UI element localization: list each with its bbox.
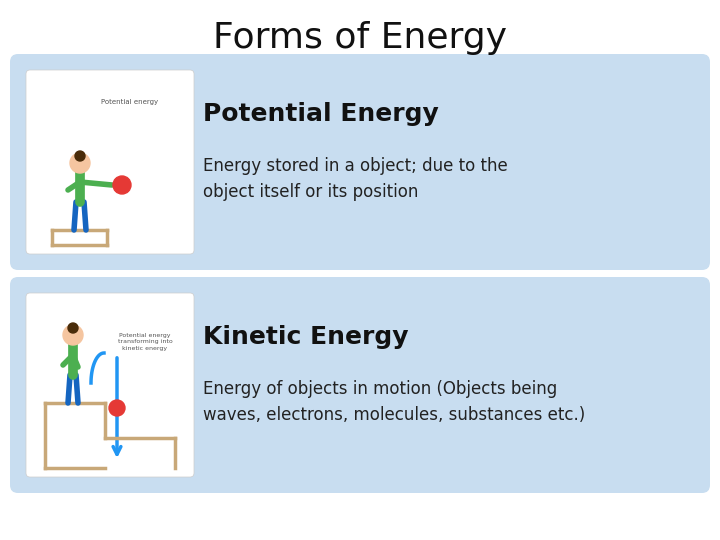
Circle shape [75,151,85,161]
FancyBboxPatch shape [10,54,710,270]
Text: Potential energy
transforming into
kinetic energy: Potential energy transforming into kinet… [117,333,172,351]
Text: Kinetic Energy: Kinetic Energy [203,325,408,349]
Circle shape [63,325,83,345]
Text: Potential Energy: Potential Energy [203,102,438,126]
Text: Potential energy: Potential energy [102,99,158,105]
Circle shape [68,323,78,333]
Circle shape [70,153,90,173]
FancyBboxPatch shape [10,277,710,493]
Text: Energy stored in a object; due to the
object itself or its position: Energy stored in a object; due to the ob… [203,157,508,201]
Text: Energy of objects in motion (Objects being
waves, electrons, molecules, substanc: Energy of objects in motion (Objects bei… [203,380,585,424]
Circle shape [109,400,125,416]
FancyBboxPatch shape [26,70,194,254]
FancyBboxPatch shape [26,293,194,477]
Text: Forms of Energy: Forms of Energy [213,21,507,55]
Circle shape [113,176,131,194]
